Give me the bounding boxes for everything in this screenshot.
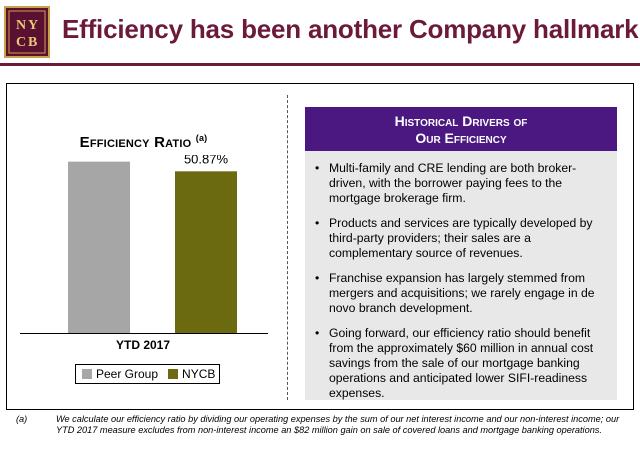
list-item: Products and services are typically deve… [305, 216, 607, 261]
legend-swatch-nycb [168, 369, 179, 379]
list-item: Multi-family and CRE lending are both br… [305, 161, 607, 206]
list-item: Franchise expansion has largely stemmed … [305, 271, 607, 316]
drivers-heading-line2: Our Efficiency [415, 130, 507, 146]
x-tick-label: YTD 2017 [116, 338, 170, 352]
logo-monogram: N Y C B [8, 10, 46, 54]
logo-letter-b: B [28, 35, 37, 50]
efficiency-ratio-chart: 53.91% 50.87% YTD 2017 [20, 155, 268, 352]
drivers-panel: Multi-family and CRE lending are both br… [305, 151, 617, 400]
chart-title: Efficiency Ratio (a) [0, 133, 287, 151]
bar-peer-group [68, 161, 130, 333]
drivers-heading-line1: Historical Drivers of [394, 113, 528, 129]
footnote-mark: (a) [16, 414, 28, 424]
title-rule [0, 63, 640, 66]
bar-nycb [175, 171, 237, 333]
chart-title-text: Efficiency Ratio [79, 134, 192, 151]
company-logo: N Y C B [4, 6, 50, 58]
logo-letter-c: C [16, 35, 26, 50]
list-item: Going forward, our efficiency ratio shou… [305, 326, 607, 401]
legend-label-peer-group: Peer Group [96, 367, 159, 381]
drivers-heading: Historical Drivers of Our Efficiency [305, 107, 617, 151]
legend-item-nycb: NYCB [168, 367, 215, 381]
footnote: (a) We calculate our efficiency ratio by… [16, 414, 631, 436]
drivers-list: Multi-family and CRE lending are both br… [305, 161, 607, 401]
content-frame [6, 83, 634, 410]
footnote-text: We calculate our efficiency ratio by div… [56, 414, 620, 435]
logo-letter-n: N [16, 18, 26, 33]
data-label-peer-group: 53.91% [77, 155, 122, 157]
chart-legend: Peer Group NYCB [75, 364, 220, 384]
chart-title-footnote: (a) [195, 133, 208, 143]
panel-divider [287, 95, 288, 400]
legend-swatch-peer-group [82, 369, 92, 379]
logo-letter-y: Y [28, 18, 38, 33]
legend-label-nycb: NYCB [182, 367, 216, 381]
legend-item-peer-group: Peer Group [82, 367, 158, 381]
page-title: Efficiency has been another Company hall… [62, 14, 640, 44]
data-label-nycb: 50.87% [184, 155, 229, 166]
